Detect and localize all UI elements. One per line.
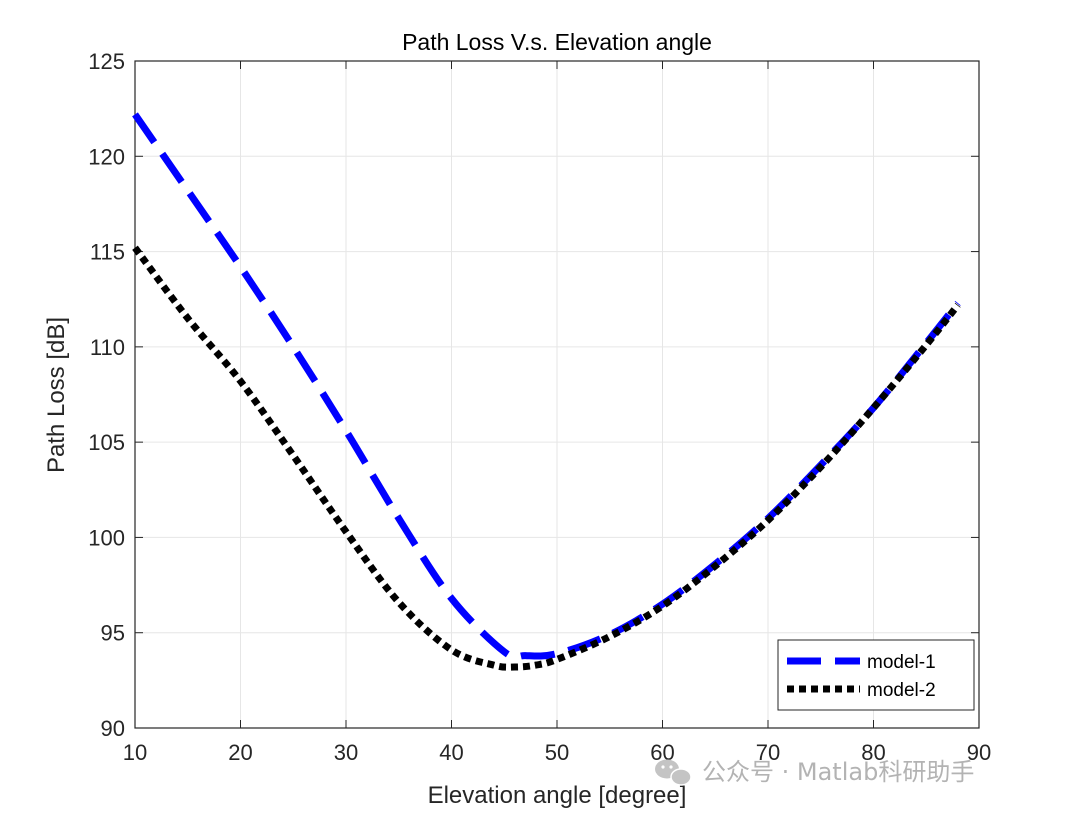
grid-lines: [134, 60, 980, 729]
y-tick-label: 125: [88, 49, 125, 74]
legend: model-1 model-2: [777, 639, 975, 711]
legend-label-model-2: model-2: [867, 680, 936, 701]
series-layer: [132, 112, 961, 671]
chart-title: Path Loss V.s. Elevation angle: [402, 29, 712, 55]
x-tick-label: 40: [439, 740, 463, 765]
series-line-model-1: [132, 112, 961, 661]
y-tick-label: 105: [88, 430, 125, 455]
legend-box: [777, 639, 975, 711]
y-axis-label: Path Loss [dB]: [43, 317, 70, 473]
x-tick-label: 80: [861, 740, 885, 765]
x-tick-label: 50: [545, 740, 569, 765]
x-tick-label: 20: [228, 740, 252, 765]
y-tick-label: 90: [101, 716, 125, 741]
y-tick-label: 115: [90, 240, 125, 265]
watermark: 公众号 · Matlab科研助手: [655, 758, 974, 786]
y-tick-label: 110: [90, 335, 125, 360]
wechat-icon: [655, 759, 692, 786]
x-axis-label: Elevation angle [degree]: [428, 782, 687, 809]
watermark-text: 公众号 · Matlab科研助手: [702, 758, 974, 786]
series-line-model-2: [132, 245, 961, 671]
x-tick-label: 70: [756, 740, 780, 765]
legend-label-model-1: model-1: [867, 652, 936, 673]
x-tick-label: 30: [334, 740, 358, 765]
x-tick-label: 90: [967, 740, 991, 765]
x-tick-label: 10: [123, 740, 147, 765]
axes: [134, 60, 980, 729]
y-tick-label: 100: [88, 525, 125, 550]
y-tick-label: 120: [88, 144, 125, 169]
y-tick-label: 95: [101, 621, 125, 646]
